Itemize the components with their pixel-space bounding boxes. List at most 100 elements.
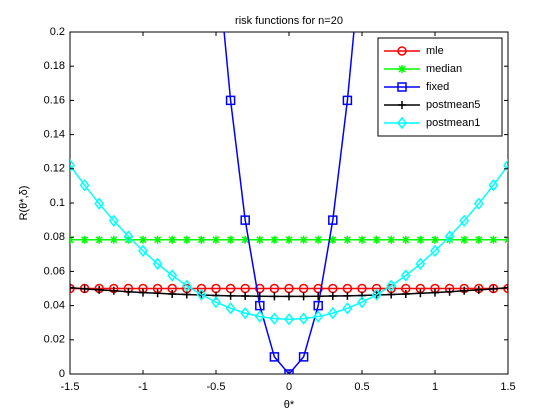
series-marker	[225, 302, 236, 315]
series-marker	[343, 291, 352, 300]
series-marker	[298, 312, 309, 325]
series-marker	[431, 288, 439, 297]
series-marker	[314, 235, 323, 244]
series-marker	[241, 235, 250, 244]
series-marker	[504, 283, 508, 292]
series-marker	[372, 235, 381, 244]
series-marker	[152, 283, 163, 294]
legend-marker	[397, 116, 407, 130]
series-marker	[270, 235, 279, 244]
series-marker	[474, 235, 483, 244]
series-marker	[94, 283, 104, 294]
series-marker	[181, 279, 192, 292]
series-marker	[255, 300, 265, 311]
series-marker	[152, 257, 163, 271]
legend-label: fixed	[426, 81, 449, 93]
series-marker	[401, 283, 411, 294]
series-marker	[371, 288, 382, 301]
legend-marker	[397, 46, 407, 56]
series-marker	[138, 283, 148, 294]
series-marker	[270, 292, 279, 301]
series-marker	[415, 283, 426, 294]
series-marker	[459, 214, 470, 227]
series-marker	[357, 295, 367, 309]
series-marker	[285, 235, 293, 244]
y-tick-label: 0.16	[44, 94, 65, 106]
y-tick-label: 0.2	[50, 26, 65, 38]
series-marker	[313, 300, 323, 311]
series-marker	[342, 283, 353, 294]
legend-label: postmean5	[426, 99, 480, 111]
series-marker	[167, 269, 178, 282]
x-tick-label: 0	[286, 381, 292, 393]
series-marker	[94, 197, 105, 210]
series-marker	[299, 292, 308, 301]
series-marker	[80, 235, 89, 244]
chart-title: risk functions for n=20	[235, 15, 343, 27]
series-marker	[212, 235, 220, 244]
series-marker	[284, 283, 294, 294]
series-marker	[342, 302, 353, 315]
series-marker	[328, 235, 337, 244]
series-marker	[328, 292, 337, 301]
y-tick-label: 0.18	[44, 60, 65, 72]
legend-marker	[398, 65, 406, 73]
series-marker	[211, 283, 221, 294]
series-marker	[328, 283, 338, 294]
series-marker	[255, 235, 264, 244]
series-marker	[269, 283, 280, 294]
series-marker	[473, 197, 484, 210]
series-marker	[489, 235, 498, 244]
series-marker	[226, 235, 235, 244]
series-marker	[358, 235, 366, 244]
y-tick-label: 0.14	[44, 129, 65, 141]
y-tick-label: 0.08	[44, 231, 65, 243]
series-marker	[285, 292, 293, 301]
series-marker	[431, 235, 439, 244]
series-marker	[70, 159, 75, 172]
series-marker	[444, 230, 455, 243]
plot-lines	[70, 32, 508, 374]
series-marker	[182, 235, 191, 244]
series-marker	[445, 235, 454, 244]
series-marker	[284, 369, 294, 374]
series-marker	[313, 283, 323, 294]
series-marker	[255, 292, 264, 301]
series-marker	[386, 283, 396, 294]
x-tick-label: -1.5	[61, 381, 80, 393]
series-marker	[430, 244, 440, 258]
series-marker	[269, 352, 280, 362]
y-tick-label: 0.02	[44, 334, 65, 346]
series-marker	[416, 235, 425, 244]
series-marker	[109, 283, 119, 294]
legend-marker	[398, 101, 406, 109]
series-marker	[168, 235, 177, 244]
y-tick-label: 0	[59, 368, 65, 380]
series-marker	[197, 235, 206, 244]
series-marker	[299, 235, 308, 244]
series-marker	[474, 283, 484, 294]
series-marker	[489, 284, 498, 293]
series-marker	[460, 235, 469, 244]
series-marker	[415, 257, 426, 271]
series-marker	[328, 215, 338, 225]
series-marker	[225, 95, 236, 106]
series-marker	[342, 95, 353, 106]
series-marker	[95, 285, 104, 294]
series-marker	[240, 306, 251, 320]
series-marker	[109, 235, 118, 244]
series-marker	[401, 235, 410, 244]
series-marker	[503, 283, 508, 294]
series-marker	[357, 283, 367, 294]
legend-label: median	[426, 63, 462, 75]
x-tick-label: -0.5	[207, 381, 226, 393]
series-line	[70, 164, 508, 321]
series-marker	[167, 283, 177, 294]
y-axis-label: R(θ*,δ)	[18, 186, 30, 221]
series-marker	[416, 289, 425, 298]
y-tick-label: 0.04	[44, 300, 65, 312]
x-tick-label: 0.5	[354, 381, 369, 393]
series-marker	[327, 306, 338, 320]
series-marker	[226, 291, 235, 300]
